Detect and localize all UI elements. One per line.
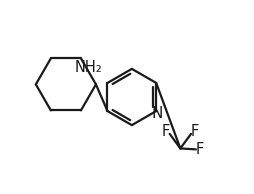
- Text: F: F: [196, 142, 204, 157]
- Text: F: F: [191, 124, 199, 139]
- Text: NH₂: NH₂: [74, 60, 102, 75]
- Text: F: F: [162, 124, 170, 139]
- Text: N: N: [151, 107, 163, 121]
